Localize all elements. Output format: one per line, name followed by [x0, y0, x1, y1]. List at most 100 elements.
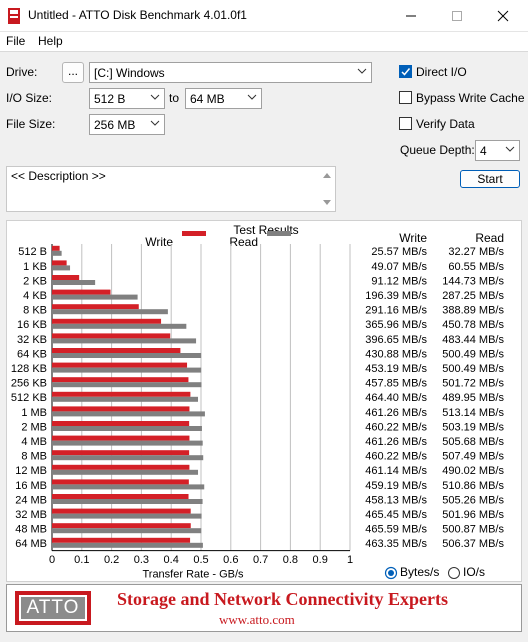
write-value: 465.59 MB/s — [365, 524, 427, 536]
write-value: 461.26 MB/s — [365, 407, 427, 419]
drive-value: [C:] Windows — [94, 66, 165, 80]
read-bar — [52, 309, 168, 315]
write-bar — [52, 421, 190, 426]
category-label: 512 KB — [11, 392, 47, 404]
atto-app-icon — [8, 8, 20, 24]
write-bar — [52, 377, 189, 383]
x-tick-label: 0.1 — [74, 554, 89, 566]
write-bar — [52, 362, 188, 368]
drive-label: Drive: — [6, 65, 38, 79]
category-label: 64 KB — [17, 348, 47, 360]
direct-io-checkbox[interactable] — [399, 65, 412, 78]
write-bar — [52, 406, 190, 412]
read-bar — [52, 528, 202, 534]
write-bar — [52, 464, 190, 470]
description-text: << Description >> — [11, 169, 106, 183]
category-label: 128 KB — [11, 363, 47, 375]
read-column-header: Read — [475, 231, 504, 245]
read-value: 287.25 MB/s — [442, 290, 504, 302]
title-bar: Untitled - ATTO Disk Benchmark 4.01.0f1 — [0, 0, 528, 32]
category-label: 512 B — [18, 246, 47, 258]
x-tick-label: 0.5 — [193, 554, 208, 566]
read-value: 60.55 MB/s — [448, 261, 504, 273]
category-label: 24 MB — [15, 494, 47, 506]
x-tick-label: 0.4 — [164, 554, 179, 566]
category-label: 1 MB — [21, 407, 47, 419]
write-bar — [52, 435, 190, 441]
menu-file[interactable]: File — [6, 34, 26, 48]
category-label: 32 KB — [17, 334, 47, 346]
read-bar — [52, 250, 62, 256]
read-bar — [52, 353, 202, 358]
footer-banner[interactable]: ATTO Storage and Network Connectivity Ex… — [6, 584, 522, 632]
browse-button[interactable]: ... — [62, 62, 84, 83]
read-value: 503.19 MB/s — [442, 421, 504, 433]
write-value: 459.19 MB/s — [365, 480, 427, 492]
bypass-write-cache-label: Bypass Write Cache — [416, 91, 525, 105]
drive-select[interactable]: [C:] Windows — [89, 62, 372, 83]
read-bar — [52, 484, 205, 490]
category-label: 256 KB — [11, 378, 47, 390]
read-bar — [52, 280, 96, 285]
read-value: 501.96 MB/s — [442, 509, 504, 521]
category-label: 2 MB — [21, 421, 47, 433]
bytes-label: Bytes/s — [400, 565, 439, 579]
write-value: 461.14 MB/s — [365, 465, 427, 477]
scroll-down-icon[interactable] — [323, 200, 331, 205]
write-value: 196.39 MB/s — [365, 290, 427, 302]
write-value: 396.65 MB/s — [365, 334, 427, 346]
io-size-to-select[interactable]: 64 MB — [185, 88, 262, 109]
io-label: IO/s — [463, 565, 485, 579]
read-value: 388.89 MB/s — [442, 305, 504, 317]
read-bar — [52, 367, 202, 373]
x-tick-label: 0.3 — [134, 554, 149, 566]
start-button[interactable]: Start — [460, 170, 520, 188]
write-value: 453.19 MB/s — [365, 363, 427, 375]
read-bar — [52, 323, 187, 329]
minimize-icon[interactable] — [388, 0, 434, 32]
bypass-write-cache-checkbox[interactable] — [399, 91, 412, 104]
direct-io-label: Direct I/O — [416, 65, 467, 79]
atto-logo: ATTO — [15, 591, 91, 625]
read-value: 510.86 MB/s — [442, 480, 504, 492]
verify-data-label: Verify Data — [416, 117, 475, 131]
description-scrollbar[interactable] — [319, 167, 335, 211]
write-value: 461.26 MB/s — [365, 436, 427, 448]
read-bar — [52, 542, 203, 548]
read-bar — [52, 455, 204, 461]
write-bar — [52, 348, 181, 353]
bytes-radio[interactable] — [384, 566, 398, 580]
read-value: 490.02 MB/s — [442, 465, 504, 477]
read-value: 506.37 MB/s — [442, 538, 504, 550]
x-tick-label: 0.2 — [104, 554, 119, 566]
queue-depth-value: 4 — [480, 144, 487, 158]
io-size-to-value: 64 MB — [190, 92, 225, 106]
read-value: 483.44 MB/s — [442, 334, 504, 346]
write-bar — [52, 537, 191, 543]
category-label: 16 KB — [17, 319, 47, 331]
write-value: 463.35 MB/s — [365, 538, 427, 550]
file-size-label: File Size: — [6, 117, 56, 131]
category-label: 32 MB — [15, 509, 47, 521]
menu-help[interactable]: Help — [38, 34, 63, 48]
write-bar — [52, 333, 171, 339]
x-tick-label: 0.7 — [253, 554, 268, 566]
read-bar — [52, 469, 199, 475]
read-value: 501.72 MB/s — [442, 378, 504, 390]
io-radio[interactable] — [448, 567, 460, 579]
file-size-select[interactable]: 256 MB — [89, 114, 165, 135]
write-bar — [52, 391, 191, 397]
category-label: 64 MB — [15, 538, 47, 550]
close-icon[interactable] — [480, 0, 526, 32]
queue-depth-select[interactable]: 4 — [475, 140, 520, 161]
write-value: 460.22 MB/s — [365, 421, 427, 433]
x-tick-label: 1 — [347, 554, 353, 566]
verify-data-checkbox[interactable] — [399, 117, 412, 130]
scroll-up-icon[interactable] — [323, 173, 331, 178]
description-box[interactable]: << Description >> — [6, 166, 336, 212]
footer-url[interactable]: www.atto.com — [219, 612, 295, 627]
io-size-from-select[interactable]: 512 B — [89, 88, 165, 109]
write-bar — [52, 494, 189, 499]
write-value: 465.45 MB/s — [365, 509, 427, 521]
maximize-icon[interactable] — [434, 0, 480, 32]
